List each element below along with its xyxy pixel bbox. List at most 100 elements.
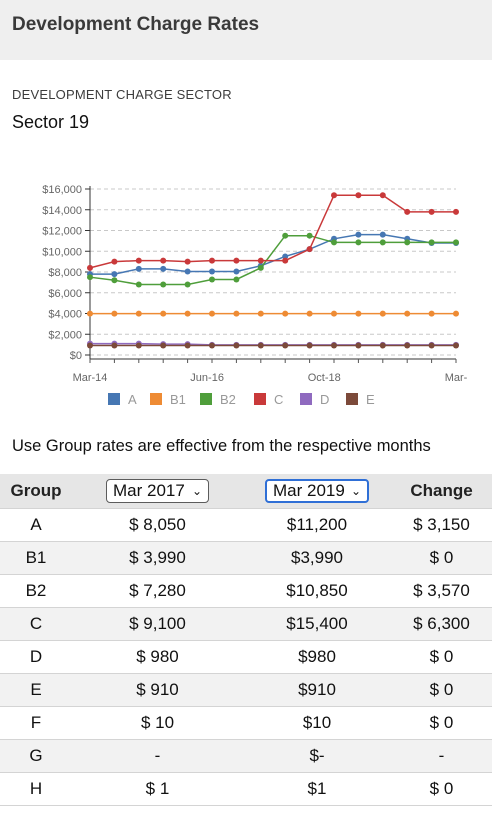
series-point-E	[453, 342, 459, 349]
series-point-C	[135, 257, 142, 264]
cell-a: $ 980	[72, 639, 243, 673]
table-row: E $ 910 $910 $ 0	[0, 672, 492, 706]
group-column-header: Group	[0, 474, 72, 508]
series-point-B2	[404, 239, 411, 246]
period-b-select[interactable]: Mar 2019 ⌄	[265, 478, 369, 503]
cell-change: $ 0	[391, 672, 492, 706]
series-point-E	[379, 342, 386, 349]
cell-b: $1	[243, 771, 391, 806]
series-point-E	[111, 342, 118, 349]
series-point-B1	[111, 310, 118, 317]
cell-change: $ 3,570	[391, 573, 492, 607]
series-point-C	[404, 208, 411, 215]
legend-swatch-A	[108, 393, 120, 405]
table-row: B2 $ 7,280 $10,850 $ 3,570	[0, 573, 492, 607]
rates-table: Group Mar 2017 ⌄ Mar 2019 ⌄ Change A $ 8,…	[0, 474, 492, 806]
period-a-header: Mar 2017 ⌄	[72, 474, 243, 508]
table-row: A $ 8,050 $11,200 $ 3,150	[0, 507, 492, 541]
cell-b: $10,850	[243, 573, 391, 607]
legend-swatch-D	[300, 393, 312, 405]
rates-chart-svg: $16,000 $14,000 $12,000 $10,000 $8,000 $6,000…	[42, 184, 467, 407]
cell-a: $ 8,050	[72, 507, 243, 541]
series-point-B2	[135, 281, 142, 288]
cell-change: $ 0	[391, 771, 492, 806]
series-point-B2	[428, 239, 435, 246]
x-tick-label: Oct-18	[308, 372, 341, 384]
cell-group: F	[0, 705, 72, 739]
series-point-C	[257, 257, 264, 264]
cell-group: G	[0, 738, 72, 772]
series-point-E	[404, 342, 411, 349]
series-point-C	[160, 257, 167, 264]
series-point-A	[209, 268, 215, 275]
period-a-select-value: Mar 2017	[113, 480, 185, 500]
table-row: G - $- -	[0, 738, 492, 772]
legend-label-A: A	[128, 392, 137, 407]
cell-b: $11,200	[243, 507, 391, 541]
y-tick-label: $8,000	[48, 267, 82, 279]
cell-b: $10	[243, 705, 391, 739]
y-tick-label: $16,000	[42, 184, 82, 196]
y-tick-label: $14,000	[42, 205, 82, 217]
period-b-select-value: Mar 2019	[273, 480, 345, 500]
sector-value: Sector 19	[12, 112, 90, 132]
series-point-E	[160, 342, 167, 349]
series-point-E	[209, 342, 215, 349]
cell-a: $ 1	[72, 771, 243, 806]
series-point-B2	[233, 276, 240, 283]
chevron-down-icon: ⌄	[350, 483, 361, 498]
series-point-B1	[257, 310, 264, 317]
series-point-B1	[379, 310, 386, 317]
series-point-C	[184, 258, 191, 265]
series-point-B1	[87, 310, 93, 317]
series-line-A	[90, 233, 456, 275]
series-point-A	[184, 268, 191, 275]
cell-group: H	[0, 771, 72, 806]
series-point-B2	[111, 277, 118, 284]
y-tick-label: $4,000	[48, 309, 82, 321]
series-point-E	[135, 342, 142, 349]
table-row: F $ 10 $10 $ 0	[0, 705, 492, 739]
page-title: Development Charge Rates	[12, 14, 260, 35]
legend-label-C: C	[274, 392, 283, 407]
series-point-B1	[209, 310, 215, 317]
table-row: H $ 1 $1 $ 0	[0, 771, 492, 806]
cell-group: B1	[0, 540, 72, 574]
series-point-B1	[282, 310, 289, 317]
cell-a: $ 9,100	[72, 606, 243, 640]
cell-change: $ 0	[391, 705, 492, 739]
cell-b: $910	[243, 672, 391, 706]
cell-b: $15,400	[243, 606, 391, 640]
series-point-B1	[404, 310, 411, 317]
series-point-B1	[428, 310, 435, 317]
series-point-E	[257, 342, 264, 349]
series-point-E	[331, 342, 337, 349]
cell-a: $ 7,280	[72, 573, 243, 607]
series-point-C	[331, 192, 337, 199]
series-point-E	[306, 342, 313, 349]
period-b-header: Mar 2019 ⌄	[243, 474, 391, 508]
cell-b: $3,990	[243, 540, 391, 574]
cell-change: $ 3,150	[391, 507, 492, 541]
series-point-C	[453, 208, 459, 215]
series-point-A	[379, 231, 386, 238]
change-column-header: Change	[391, 474, 492, 508]
y-tick-label: $0	[70, 350, 82, 362]
series-point-B2	[160, 281, 167, 288]
chevron-down-icon: ⌄	[191, 483, 202, 498]
series-point-B2	[282, 232, 289, 239]
series-line-B2	[89, 234, 456, 286]
series-point-E	[184, 342, 191, 349]
series-point-C	[233, 257, 240, 264]
cell-a: $ 3,990	[72, 540, 243, 574]
series-point-B2	[306, 232, 313, 239]
cell-group: A	[0, 507, 72, 541]
series-point-B2	[331, 239, 337, 246]
y-tick-label: $2,000	[48, 329, 82, 341]
period-a-select[interactable]: Mar 2017 ⌄	[106, 478, 209, 503]
series-point-C	[306, 246, 313, 253]
series-point-B1	[233, 310, 240, 317]
series-point-B1	[331, 310, 337, 317]
legend-swatch-B1	[150, 393, 162, 405]
legend-label-B1: B1	[170, 392, 186, 407]
